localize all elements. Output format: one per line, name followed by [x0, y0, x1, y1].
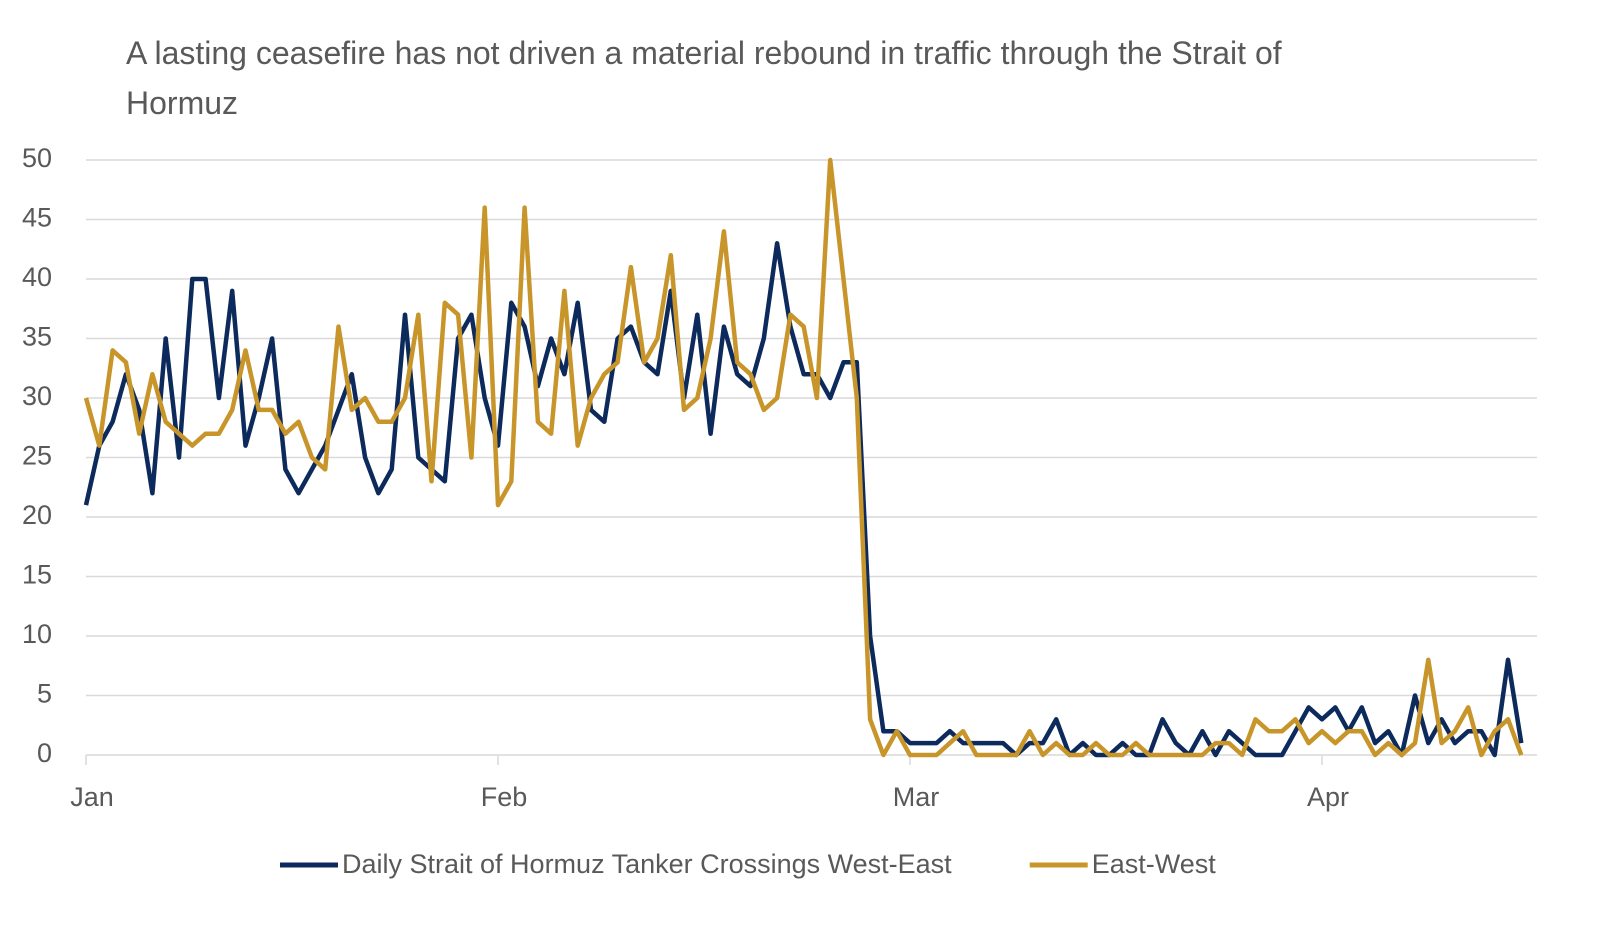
- y-tick-label: 40: [22, 262, 52, 292]
- y-tick-label: 10: [22, 619, 52, 649]
- legend-label: Daily Strait of Hormuz Tanker Crossings …: [342, 849, 952, 879]
- y-tick-label: 35: [22, 322, 52, 352]
- y-tick-label: 25: [22, 441, 52, 471]
- x-tick-label: Mar: [893, 782, 940, 812]
- y-tick-label: 45: [22, 203, 52, 233]
- y-tick-label: 15: [22, 560, 52, 590]
- x-tick-label: Apr: [1307, 782, 1349, 812]
- y-tick-label: 50: [22, 143, 52, 173]
- y-tick-label: 5: [37, 679, 52, 709]
- y-tick-label: 0: [37, 738, 52, 768]
- x-tick-label: Jan: [70, 782, 114, 812]
- x-tick-label: Feb: [481, 782, 528, 812]
- legend-label: East-West: [1092, 849, 1217, 879]
- series-line: [83, 241, 1524, 758]
- y-tick-label: 20: [22, 500, 52, 530]
- chart-title: A lasting ceasefire has not driven a mat…: [126, 35, 1282, 121]
- series-line: [83, 157, 1524, 758]
- y-tick-label: 30: [22, 381, 52, 411]
